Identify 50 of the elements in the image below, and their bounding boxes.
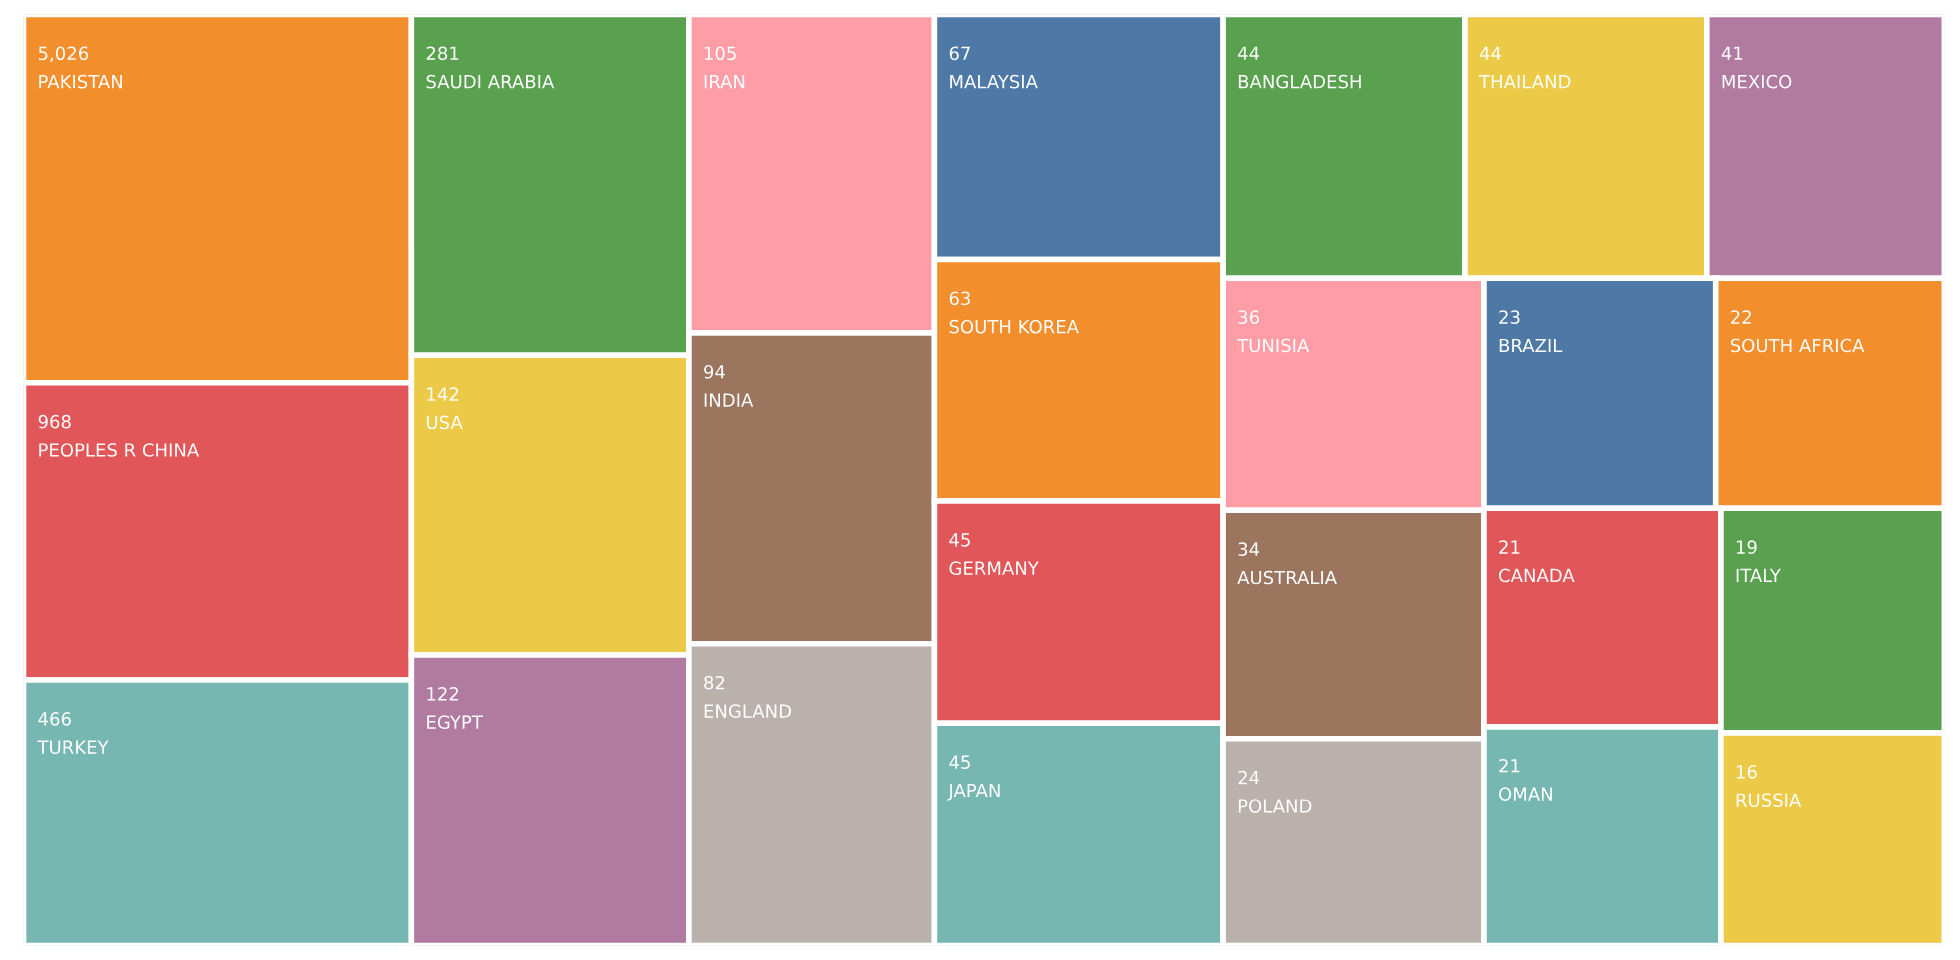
data-label: 44 xyxy=(1238,46,1260,60)
data-label: 16 xyxy=(1736,765,1757,779)
category-label: JAPAN xyxy=(947,783,1000,801)
category-label: THAILAND xyxy=(1478,75,1571,89)
data-label: 44 xyxy=(1479,46,1501,60)
category-label: POLAND xyxy=(1238,799,1312,813)
data-label: 24 xyxy=(1238,770,1260,785)
data-label: 67 xyxy=(949,46,970,61)
category-label: ENGLAND xyxy=(704,704,792,718)
category-label: TURKEY xyxy=(37,740,109,755)
data-label: 105 xyxy=(704,46,736,61)
category-label: ITALY xyxy=(1736,568,1781,582)
data-label: 22 xyxy=(1731,310,1751,324)
category-label: GERMANY xyxy=(949,561,1039,575)
category-label: AUSTRALIA xyxy=(1237,570,1337,585)
category-label: PEOPLES R CHINA xyxy=(39,443,200,457)
category-label: BANGLADESH xyxy=(1238,74,1361,89)
data-label: 63 xyxy=(949,291,970,306)
category-label: IRAN xyxy=(704,75,745,89)
data-label: 34 xyxy=(1238,542,1260,557)
data-label: 968 xyxy=(38,414,71,429)
data-label: 281 xyxy=(426,46,459,61)
category-label: SOUTH AFRICA xyxy=(1730,338,1865,353)
category-label: OMAN xyxy=(1499,787,1552,801)
data-label: 21 xyxy=(1499,758,1520,773)
category-label: INDIA xyxy=(704,393,754,407)
data-label: 41 xyxy=(1721,46,1743,60)
category-label: EGYPT xyxy=(427,715,483,730)
data-label: 142 xyxy=(427,387,459,401)
data-label: 82 xyxy=(704,675,725,690)
data-label: 19 xyxy=(1736,540,1757,554)
category-label: MEXICO xyxy=(1722,74,1792,89)
data-label: 21 xyxy=(1499,540,1520,554)
data-label: 23 xyxy=(1499,310,1520,324)
category-label: BRAZIL xyxy=(1499,338,1563,353)
data-label: 122 xyxy=(427,687,459,701)
data-label: 36 xyxy=(1238,310,1259,324)
data-label: 45 xyxy=(949,755,970,769)
category-label: MALAYSIA xyxy=(950,74,1038,89)
category-label: SOUTH KOREA xyxy=(949,319,1079,334)
data-label: 466 xyxy=(38,712,71,726)
category-label: USA xyxy=(426,415,463,430)
data-label: 5,026 xyxy=(38,46,89,62)
category-label: CANADA xyxy=(1499,568,1575,583)
category-label: PAKISTAN xyxy=(39,74,122,89)
data-label: 45 xyxy=(949,533,970,547)
category-label: TUNISIA xyxy=(1237,338,1310,353)
category-label: RUSSIA xyxy=(1736,793,1802,808)
category-label: SAUDI ARABIA xyxy=(426,74,555,89)
data-label: 94 xyxy=(704,364,725,379)
